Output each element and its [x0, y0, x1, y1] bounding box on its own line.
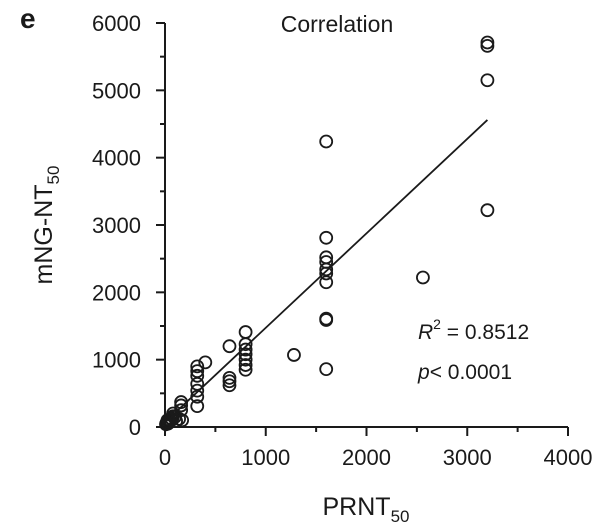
data-point: [480, 203, 495, 218]
x-tick-label: 2000: [342, 445, 391, 470]
r-squared-annotation: R2 = 0.8512: [418, 316, 529, 344]
data-point: [222, 339, 237, 354]
y-tick-label: 3000: [92, 213, 141, 238]
data-point: [190, 368, 205, 383]
data-point: [222, 378, 237, 393]
data-point: [319, 311, 334, 326]
data-point: [198, 355, 213, 370]
x-axis-label-main: PRNT: [323, 493, 391, 521]
y-axis-label-subscript: 50: [44, 166, 63, 185]
r2-symbol: R: [418, 321, 433, 344]
data-point: [238, 347, 253, 362]
y-axis-ticks: 0 1000 2000 3000 4000 5000 6000: [92, 11, 165, 440]
x-tick-label: 0: [159, 445, 171, 470]
data-points: [159, 35, 495, 432]
data-point: [238, 342, 253, 357]
data-point: [319, 230, 334, 245]
x-axis-label: PRNT50: [323, 493, 410, 526]
data-point: [319, 250, 334, 265]
data-point: [238, 358, 253, 372]
regression-line: [164, 119, 489, 423]
data-point: [222, 370, 237, 385]
data-point: [190, 359, 205, 374]
data-point: [190, 399, 205, 414]
y-axis-label-main: mNG-NT: [30, 184, 58, 284]
data-point: [416, 270, 430, 285]
y-tick-label: 2000: [92, 280, 141, 305]
data-point: [190, 383, 205, 398]
x-tick-label: 3000: [443, 445, 492, 470]
data-point: [319, 362, 334, 376]
data-point: [175, 413, 190, 428]
r2-value: = 0.8512: [441, 321, 529, 344]
y-tick-label: 6000: [92, 11, 141, 36]
y-tick-label: 5000: [92, 78, 141, 103]
data-point: [238, 325, 253, 339]
x-axis-label-subscript: 50: [391, 507, 410, 526]
chart-title: Correlation: [281, 11, 394, 37]
y-tick-label: 0: [129, 415, 141, 440]
data-point: [174, 395, 189, 409]
data-point: [319, 255, 334, 269]
p-value: < 0.0001: [430, 361, 512, 384]
y-tick-label: 1000: [92, 348, 141, 373]
y-axis-label: mNG-NT50: [30, 166, 63, 285]
x-tick-label: 1000: [241, 445, 290, 470]
r2-superscript: 2: [433, 316, 441, 332]
data-point: [190, 364, 205, 379]
data-point: [287, 348, 301, 362]
data-point: [169, 414, 183, 428]
y-tick-label: 4000: [92, 146, 141, 171]
data-point: [480, 73, 495, 88]
data-point: [238, 362, 253, 377]
data-point: [238, 352, 253, 367]
panel-letter: e: [20, 3, 36, 34]
data-point: [480, 35, 495, 50]
p-value-annotation: p< 0.0001: [417, 361, 512, 384]
x-tick-label: 4000: [544, 445, 593, 470]
data-point: [319, 134, 334, 149]
x-axis-ticks: 0 1000 2000 3000 4000: [159, 427, 593, 470]
data-point: [174, 403, 189, 418]
p-symbol: p: [417, 361, 430, 384]
